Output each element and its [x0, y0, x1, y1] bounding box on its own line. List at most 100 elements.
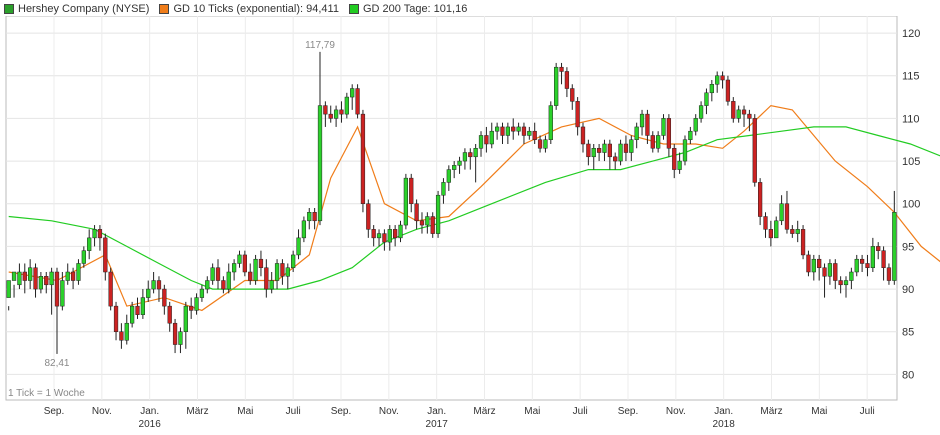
candle-up — [892, 212, 897, 281]
candle-up — [6, 280, 11, 298]
candle-down — [564, 71, 570, 89]
candle-down — [886, 267, 892, 281]
year-label: 2018 — [713, 419, 736, 430]
candle-down — [559, 66, 564, 72]
candle-down — [189, 305, 194, 311]
x-tick-label: Juli — [860, 406, 875, 417]
candle-down — [430, 216, 435, 234]
x-tick-label: Nov. — [379, 406, 399, 417]
candle-down — [580, 126, 586, 145]
y-tick-label: 105 — [902, 156, 920, 168]
x-tick-label: Jan. — [140, 406, 159, 417]
candle-up — [516, 126, 521, 132]
candle-up — [387, 229, 392, 243]
x-tick-label: März — [760, 406, 782, 417]
candle-up — [291, 254, 296, 268]
extreme-annotation: 82,41 — [44, 358, 69, 369]
candle-down — [859, 258, 865, 264]
candle-up — [602, 143, 607, 153]
legend-item-price: Hershey Company (NYSE) — [4, 2, 149, 16]
candle-up — [452, 165, 457, 170]
candle-down — [371, 229, 376, 239]
legend-item-sma200: GD 200 Tage: 101,16 — [348, 2, 467, 16]
legend: Hershey Company (NYSE) GD 10 Ticks (expo… — [4, 2, 467, 16]
candle-up — [146, 288, 151, 298]
candle-down — [607, 143, 612, 158]
candle-down — [833, 263, 838, 281]
candle-up — [60, 280, 65, 307]
candle-up — [843, 280, 849, 286]
candle-down — [22, 271, 27, 281]
candle-down — [806, 254, 811, 273]
legend-label-ema10: GD 10 Ticks (exponential): 94,411 — [173, 3, 339, 15]
candle-up — [441, 182, 446, 196]
x-tick-label: Sep. — [44, 406, 65, 417]
candle-down — [258, 258, 264, 268]
candle-up — [210, 267, 215, 281]
candle-up — [548, 105, 553, 140]
candle-up — [178, 331, 183, 345]
candle-down — [575, 101, 580, 128]
candle-up — [17, 271, 22, 286]
candle-down — [532, 130, 537, 140]
candle-down — [366, 203, 371, 230]
candle-up — [462, 152, 468, 162]
candle-down — [414, 203, 419, 222]
candle-up — [344, 96, 349, 115]
legend-item-ema10: GD 10 Ticks (exponential): 94,411 — [159, 2, 339, 16]
candle-up — [151, 280, 156, 290]
candle-down — [613, 156, 618, 162]
year-label: 2016 — [139, 419, 162, 430]
candle-down — [215, 267, 221, 281]
candle-up — [457, 160, 462, 166]
x-tick-label: Nov. — [92, 406, 112, 417]
legend-label-price: Hershey Company (NYSE) — [18, 3, 150, 15]
candle-up — [811, 258, 816, 273]
x-tick-label: Juli — [573, 406, 588, 417]
candle-up — [333, 109, 339, 119]
candle-up — [505, 126, 510, 136]
candle-up — [307, 212, 312, 222]
plot-frame — [5, 16, 898, 401]
candle-up — [543, 139, 548, 149]
y-tick-label: 115 — [902, 71, 920, 83]
candle-down — [645, 113, 650, 136]
candle-down — [623, 143, 629, 153]
candle-down — [758, 182, 763, 217]
candle-up — [231, 263, 237, 273]
candle-up — [350, 88, 355, 98]
x-tick-label: Mai — [237, 406, 253, 417]
candle-down — [672, 148, 677, 170]
candle-up — [527, 130, 532, 136]
x-tick-label: März — [473, 406, 495, 417]
candle-up — [81, 250, 86, 264]
candle-down — [596, 148, 602, 153]
y-tick-label: 85 — [902, 327, 914, 339]
candle-up — [629, 139, 634, 153]
candle-up — [49, 271, 54, 286]
candle-up — [682, 139, 688, 162]
y-tick-label: 110 — [902, 113, 920, 125]
candle-down — [720, 75, 725, 81]
candle-down — [747, 113, 752, 119]
candle-down — [876, 246, 881, 251]
candle-down — [248, 271, 253, 281]
candle-down — [339, 109, 344, 115]
y-tick-label: 100 — [902, 199, 920, 211]
candle-down — [360, 113, 366, 204]
candle-down — [484, 135, 489, 145]
candle-up — [554, 66, 559, 106]
x-tick-label: Nov. — [666, 406, 686, 417]
candle-up — [656, 135, 661, 149]
x-tick-label: Sep. — [618, 406, 639, 417]
candle-down — [586, 143, 591, 158]
candle-up — [425, 216, 430, 226]
x-tick-label: Mai — [811, 406, 827, 417]
candle-up — [715, 75, 720, 85]
year-label: 2017 — [426, 419, 449, 430]
candle-down — [468, 152, 473, 158]
candle-up — [489, 130, 494, 145]
x-tick-label: Mai — [524, 406, 540, 417]
candle-down — [865, 263, 870, 268]
candle-down — [537, 139, 543, 149]
